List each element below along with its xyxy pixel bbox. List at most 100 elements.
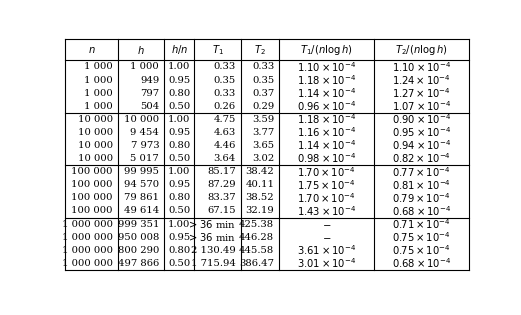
Text: $0.82 \times 10^{-4}$: $0.82 \times 10^{-4}$ [392, 152, 451, 165]
Text: 0.95: 0.95 [168, 233, 190, 242]
Text: 1.00: 1.00 [168, 115, 190, 124]
Text: 800 290: 800 290 [118, 246, 159, 255]
Text: $1.10 \times 10^{-4}$: $1.10 \times 10^{-4}$ [392, 60, 451, 74]
Text: 445.58: 445.58 [239, 246, 274, 255]
Text: 1 000 000: 1 000 000 [62, 233, 113, 242]
Text: 1.00: 1.00 [168, 62, 190, 72]
Text: 0.80: 0.80 [168, 193, 190, 202]
Text: 1 715.94: 1 715.94 [191, 259, 236, 268]
Text: 9 454: 9 454 [130, 128, 159, 137]
Text: $0.90 \times 10^{-4}$: $0.90 \times 10^{-4}$ [392, 112, 451, 126]
Text: $T_2$: $T_2$ [254, 43, 266, 57]
Text: $1.75 \times 10^{-4}$: $1.75 \times 10^{-4}$ [297, 178, 356, 192]
Text: $0.94 \times 10^{-4}$: $0.94 \times 10^{-4}$ [392, 139, 451, 152]
Text: 949: 949 [140, 76, 159, 84]
Text: 100 000: 100 000 [71, 180, 113, 189]
Text: 3.59: 3.59 [252, 115, 274, 124]
Text: 3.64: 3.64 [214, 154, 236, 163]
Text: 4.63: 4.63 [214, 128, 236, 137]
Text: 1 000 000: 1 000 000 [62, 259, 113, 268]
Text: $0.79 \times 10^{-4}$: $0.79 \times 10^{-4}$ [392, 191, 451, 205]
Text: $1.14 \times 10^{-4}$: $1.14 \times 10^{-4}$ [297, 139, 356, 152]
Text: 504: 504 [140, 102, 159, 111]
Text: $1.43 \times 10^{-4}$: $1.43 \times 10^{-4}$ [297, 204, 356, 218]
Text: 0.80: 0.80 [168, 89, 190, 98]
Text: 3.65: 3.65 [252, 141, 274, 150]
Text: 79 861: 79 861 [124, 193, 159, 202]
Text: $0.71 \times 10^{-4}$: $0.71 \times 10^{-4}$ [392, 217, 451, 231]
Text: 1 000 000: 1 000 000 [62, 220, 113, 229]
Text: 0.37: 0.37 [252, 89, 274, 98]
Text: 0.26: 0.26 [214, 102, 236, 111]
Text: 1 000: 1 000 [84, 102, 113, 111]
Text: $1.18 \times 10^{-4}$: $1.18 \times 10^{-4}$ [297, 112, 356, 126]
Text: 0.95: 0.95 [168, 128, 190, 137]
Text: 1 000: 1 000 [84, 62, 113, 72]
Text: $0.77 \times 10^{-4}$: $0.77 \times 10^{-4}$ [392, 165, 451, 179]
Text: 0.80: 0.80 [168, 246, 190, 255]
Text: $T_1/(n\log h)$: $T_1/(n\log h)$ [300, 43, 353, 57]
Text: $T_2/(n\log h)$: $T_2/(n\log h)$ [395, 43, 448, 57]
Text: 0.50: 0.50 [168, 154, 190, 163]
Text: 1.00: 1.00 [168, 167, 190, 176]
Text: 100 000: 100 000 [71, 167, 113, 176]
Text: $1.18 \times 10^{-4}$: $1.18 \times 10^{-4}$ [297, 73, 356, 87]
Text: 2 130.49: 2 130.49 [191, 246, 236, 255]
Text: $T_1$: $T_1$ [212, 43, 224, 57]
Text: 1 000: 1 000 [84, 76, 113, 84]
Text: 797: 797 [140, 89, 159, 98]
Text: 94 570: 94 570 [124, 180, 159, 189]
Text: 100 000: 100 000 [71, 206, 113, 215]
Text: $0.96 \times 10^{-4}$: $0.96 \times 10^{-4}$ [297, 99, 356, 113]
Text: $h/n$: $h/n$ [170, 43, 188, 56]
Text: 100 000: 100 000 [71, 193, 113, 202]
Text: $1.16 \times 10^{-4}$: $1.16 \times 10^{-4}$ [297, 125, 356, 139]
Text: 4.46: 4.46 [214, 141, 236, 150]
Text: $1.07 \times 10^{-4}$: $1.07 \times 10^{-4}$ [392, 99, 451, 113]
Text: 1 000: 1 000 [84, 89, 113, 98]
Text: 1 000: 1 000 [130, 62, 159, 72]
Text: $h$: $h$ [137, 44, 145, 56]
Text: 4.75: 4.75 [214, 115, 236, 124]
Text: 0.33: 0.33 [214, 89, 236, 98]
Text: $3.01 \times 10^{-4}$: $3.01 \times 10^{-4}$ [297, 256, 356, 270]
Text: 999 351: 999 351 [118, 220, 159, 229]
Text: $0.98 \times 10^{-4}$: $0.98 \times 10^{-4}$ [297, 152, 356, 165]
Text: 3.02: 3.02 [252, 154, 274, 163]
Text: 950 008: 950 008 [118, 233, 159, 242]
Text: 85.17: 85.17 [207, 167, 236, 176]
Text: 446.28: 446.28 [239, 233, 274, 242]
Text: 0.50: 0.50 [168, 102, 190, 111]
Text: $0.68 \times 10^{-4}$: $0.68 \times 10^{-4}$ [392, 256, 451, 270]
Text: 0.95: 0.95 [168, 180, 190, 189]
Text: 10 000: 10 000 [78, 141, 113, 150]
Text: 87.29: 87.29 [207, 180, 236, 189]
Text: 83.37: 83.37 [207, 193, 236, 202]
Text: 38.42: 38.42 [245, 167, 274, 176]
Text: 7 973: 7 973 [131, 141, 159, 150]
Text: $>36$ min: $>36$ min [187, 218, 236, 230]
Text: 0.35: 0.35 [214, 76, 236, 84]
Text: 10 000: 10 000 [78, 128, 113, 137]
Text: 10 000: 10 000 [78, 154, 113, 163]
Text: 0.33: 0.33 [252, 62, 274, 72]
Text: $1.70 \times 10^{-4}$: $1.70 \times 10^{-4}$ [297, 191, 356, 205]
Text: 0.35: 0.35 [252, 76, 274, 84]
Text: $1.24 \times 10^{-4}$: $1.24 \times 10^{-4}$ [392, 73, 451, 87]
Text: $1.70 \times 10^{-4}$: $1.70 \times 10^{-4}$ [297, 165, 356, 179]
Text: 67.15: 67.15 [207, 206, 236, 215]
Text: 386.47: 386.47 [239, 259, 274, 268]
Text: 1 000 000: 1 000 000 [62, 246, 113, 255]
Text: $1.14 \times 10^{-4}$: $1.14 \times 10^{-4}$ [297, 86, 356, 100]
Text: 49 614: 49 614 [124, 206, 159, 215]
Text: $1.27 \times 10^{-4}$: $1.27 \times 10^{-4}$ [392, 86, 451, 100]
Text: $0.75 \times 10^{-4}$: $0.75 \times 10^{-4}$ [392, 243, 451, 257]
Text: 32.19: 32.19 [245, 206, 274, 215]
Text: 10 000: 10 000 [78, 115, 113, 124]
Text: 0.95: 0.95 [168, 76, 190, 84]
Text: 0.33: 0.33 [214, 62, 236, 72]
Text: $0.95 \times 10^{-4}$: $0.95 \times 10^{-4}$ [392, 125, 451, 139]
Text: 0.80: 0.80 [168, 141, 190, 150]
Text: $3.61 \times 10^{-4}$: $3.61 \times 10^{-4}$ [297, 243, 356, 257]
Text: 10 000: 10 000 [124, 115, 159, 124]
